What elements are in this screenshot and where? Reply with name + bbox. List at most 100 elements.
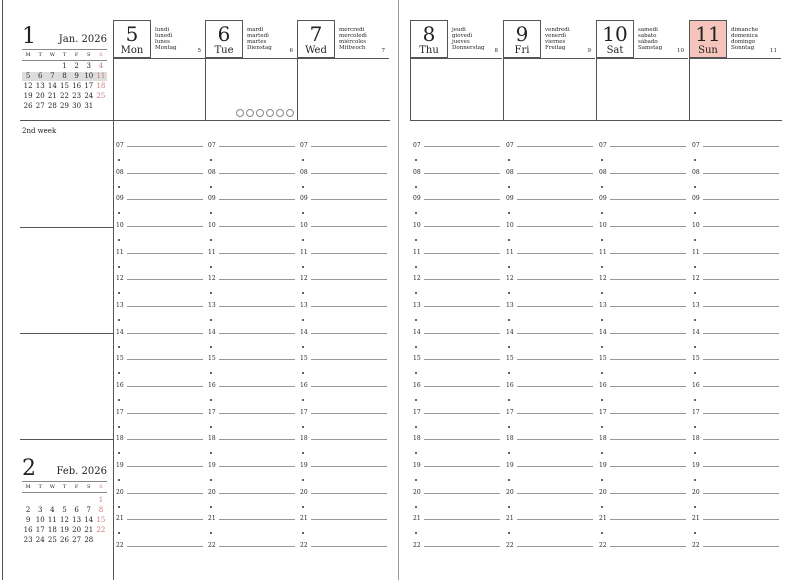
half-hour-dot xyxy=(601,425,603,428)
half-hour-dot xyxy=(302,345,304,348)
mini-calendar-day xyxy=(34,496,46,505)
mini-calendar-day: 19 xyxy=(23,92,33,100)
half-hour-dot xyxy=(601,212,603,215)
hour-label: 13 xyxy=(599,302,607,310)
hour-rule xyxy=(424,226,500,227)
half-hour-dot xyxy=(601,185,603,188)
hour-rule xyxy=(424,466,500,468)
mini-calendar-day: 13 xyxy=(35,82,45,90)
hour-rule xyxy=(703,359,779,361)
weekday-label: F xyxy=(74,484,79,490)
day-name-lang: mercredi xyxy=(339,27,365,33)
hour-rule xyxy=(517,172,593,174)
mini-calendar-day: 14 xyxy=(84,516,94,524)
hour-rule xyxy=(127,492,203,494)
half-hour-dot xyxy=(601,532,603,535)
day-name-lang: jeudi xyxy=(452,27,466,33)
hour-label: 08 xyxy=(208,168,216,176)
half-hour-dot xyxy=(601,372,603,375)
hour-rule xyxy=(703,332,779,334)
half-hour-dot xyxy=(601,319,603,322)
mini-calendar-day: 2 xyxy=(74,62,79,70)
day-name-translations: vendredi venerdì viernes Freitag xyxy=(545,27,570,51)
half-hour-dot xyxy=(118,532,120,535)
moon-phase-icon xyxy=(276,109,284,117)
mini-calendar-day: 14 xyxy=(47,82,57,90)
mini-calendar-day: 12 xyxy=(23,82,33,90)
mini-calendar-day: 11 xyxy=(94,72,107,81)
hour-rule xyxy=(610,386,686,388)
hour-rule xyxy=(424,252,500,254)
half-hour-dot xyxy=(302,239,304,241)
mini-calendar-day: 27 xyxy=(35,102,45,110)
hour-rule xyxy=(127,306,203,308)
hour-rule xyxy=(127,172,203,174)
day-abbr: Wed xyxy=(305,45,327,56)
mini-calendar-day: 2 xyxy=(25,506,31,514)
hour-label: 13 xyxy=(208,302,216,310)
hour-rule xyxy=(610,146,686,147)
hour-rule xyxy=(517,146,593,147)
hour-rule xyxy=(517,359,593,361)
day-name-lang: Sonntag xyxy=(731,45,755,51)
half-hour-dot xyxy=(210,425,212,428)
hour-rule xyxy=(311,146,387,147)
hour-label: 16 xyxy=(116,382,124,390)
hour-label: 15 xyxy=(506,355,514,363)
day-name-lang: martes xyxy=(247,39,267,45)
hour-label: 17 xyxy=(208,408,216,416)
hour-label: 17 xyxy=(599,408,607,416)
hour-rule xyxy=(219,199,295,201)
hour-label: 17 xyxy=(300,408,308,416)
half-hour-dot xyxy=(210,265,212,268)
weekday-label: W xyxy=(49,484,55,490)
hour-rule xyxy=(424,439,500,441)
day-column-divider xyxy=(410,20,411,120)
hour-label: 15 xyxy=(116,355,124,363)
hour-label: 11 xyxy=(116,248,124,256)
half-hour-dot xyxy=(694,532,696,535)
weekday-label: T xyxy=(38,52,42,58)
hour-label: 13 xyxy=(692,302,700,310)
half-hour-dot xyxy=(508,425,510,428)
day-header-wed: 7 Wed mercredi mercoledì miércoles Mittwoch 7 xyxy=(297,20,389,58)
half-hour-dot xyxy=(415,265,417,268)
hour-label: 15 xyxy=(692,355,700,363)
mini-calendar-day: 8 xyxy=(58,72,71,81)
half-hour-dot xyxy=(694,479,696,482)
day-abbr: Sat xyxy=(606,45,624,56)
day-date-box: 10 Sat xyxy=(596,20,634,58)
left-page-edge xyxy=(2,0,3,580)
day-date-box: 7 Wed xyxy=(297,20,335,58)
half-hour-dot xyxy=(508,372,510,375)
day-name-lang: Donnerstag xyxy=(452,45,485,51)
day-column-divider xyxy=(596,20,597,120)
hour-label: 18 xyxy=(300,435,308,443)
mini-calendar-day: 22 xyxy=(60,92,69,100)
hour-rule xyxy=(311,252,387,254)
hour-label: 08 xyxy=(506,168,514,176)
half-hour-dot xyxy=(302,452,304,455)
hour-rule xyxy=(610,279,686,281)
hour-label: 18 xyxy=(208,435,216,443)
weekday-label: S xyxy=(87,484,91,490)
mini-calendar-day: 18 xyxy=(47,526,57,534)
half-hour-dot xyxy=(302,372,304,375)
mini-calendar-day: 24 xyxy=(84,92,94,100)
hour-label: 11 xyxy=(208,248,216,256)
day-number-small: 7 xyxy=(381,48,386,54)
day-name-lang: Montag xyxy=(155,45,177,51)
hour-rule xyxy=(517,439,593,441)
hour-label: 16 xyxy=(300,382,308,390)
hour-rule xyxy=(424,279,500,281)
day-header-rule xyxy=(205,58,297,59)
half-hour-dot xyxy=(601,265,603,268)
hour-label: 13 xyxy=(506,302,514,310)
half-hour-dot xyxy=(210,479,212,482)
mini-calendar-day xyxy=(95,102,107,111)
hour-label: 19 xyxy=(599,462,607,470)
day-name-lang: jueves xyxy=(452,39,470,45)
mini-calendar-day: 31 xyxy=(84,102,94,110)
hour-rule xyxy=(703,199,779,201)
hour-label: 07 xyxy=(116,142,124,149)
